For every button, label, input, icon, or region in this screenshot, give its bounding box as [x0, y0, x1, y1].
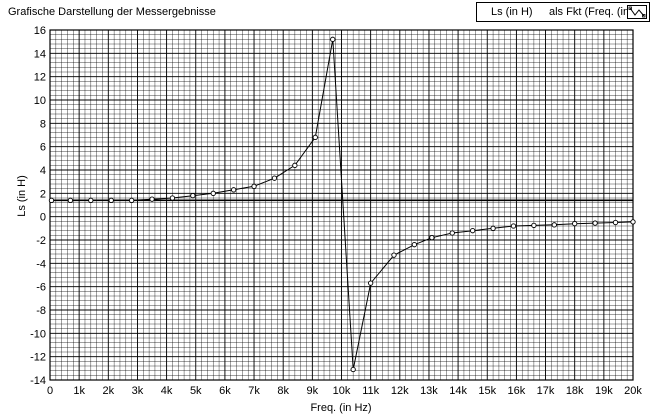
data-point[interactable] [210, 190, 216, 196]
data-point[interactable] [330, 36, 336, 42]
x-tick-label: 2k [102, 385, 114, 397]
y-tick-label: 14 [34, 48, 46, 60]
y-tick-label: 0 [40, 212, 46, 224]
data-point[interactable] [551, 222, 557, 228]
data-point[interactable] [592, 220, 598, 226]
y-tick-label: 6 [40, 142, 46, 154]
x-tick-label: 6k [219, 385, 231, 397]
x-tick-label: 4k [161, 385, 173, 397]
legend[interactable]: Ls (in H) als Fkt (Freq. (in [476, 2, 650, 22]
x-tick-label: 0 [47, 385, 53, 397]
x-axis-label: Freq. (in Hz) [310, 402, 372, 414]
data-point[interactable] [350, 366, 356, 373]
data-point[interactable] [67, 197, 74, 203]
x-tick-label: 8k [277, 385, 289, 397]
data-point[interactable] [470, 228, 476, 234]
data-point[interactable] [88, 197, 94, 203]
x-tick-label: 15k [478, 385, 496, 397]
data-point[interactable] [271, 175, 278, 181]
x-tick-label: 9k [307, 385, 319, 397]
data-point[interactable] [630, 219, 636, 225]
chart-title: Grafische Darstellung der Messergebnisse [8, 6, 216, 18]
x-tick-label: 1k [73, 385, 85, 397]
data-point[interactable] [510, 223, 517, 229]
data-point[interactable] [411, 242, 418, 248]
data-point[interactable] [230, 187, 237, 193]
data-point[interactable] [391, 252, 397, 258]
x-tick-label: 3k [132, 385, 144, 397]
series-line [51, 39, 634, 370]
data-point[interactable] [149, 196, 155, 202]
data-point[interactable] [612, 219, 619, 226]
x-tick-label: 7k [248, 385, 260, 397]
y-tick-label: -12 [30, 352, 46, 364]
data-point[interactable] [429, 235, 435, 241]
y-tick-label: 10 [34, 95, 46, 107]
x-tick-label: 12k [391, 385, 409, 397]
y-tick-label: -14 [30, 375, 46, 387]
data-point[interactable] [128, 197, 135, 203]
y-tick-label: 4 [40, 165, 46, 177]
y-axis-label: Ls (in H) [16, 175, 28, 217]
legend-series-label: Ls (in H) [491, 6, 533, 18]
data-point[interactable] [312, 134, 318, 140]
data-point[interactable] [108, 197, 114, 203]
plot-frame [49, 29, 634, 381]
x-tick-label: 18k [566, 385, 584, 397]
x-tick-label: 10k [333, 385, 351, 397]
y-tick-label: 2 [40, 188, 46, 200]
x-tick-label: 13k [420, 385, 438, 397]
x-tick-label: 16k [508, 385, 526, 397]
data-point[interactable] [490, 225, 496, 231]
x-tick-label: 19k [595, 385, 613, 397]
x-tick-label: 11k [362, 385, 379, 397]
data-point[interactable] [48, 197, 55, 203]
y-tick-label: -8 [36, 305, 46, 317]
x-tick-label: 5k [190, 385, 202, 397]
data-point[interactable] [449, 230, 455, 236]
y-tick-label: 12 [34, 72, 46, 84]
y-tick-label: 16 [34, 25, 46, 37]
y-tick-label: 8 [40, 118, 46, 130]
y-tick-label: -4 [36, 258, 46, 270]
y-tick-label: -2 [36, 235, 46, 247]
x-tick-label: 17k [537, 385, 555, 397]
x-tick-label: 20k [624, 385, 642, 397]
data-point[interactable] [367, 280, 374, 286]
data-point[interactable] [572, 221, 578, 227]
line-with-markers-icon[interactable] [627, 5, 647, 19]
data-point[interactable] [190, 193, 196, 199]
data-point[interactable] [292, 162, 298, 168]
data-point[interactable] [251, 183, 257, 189]
y-tick-label: -10 [30, 328, 46, 340]
data-point[interactable] [169, 195, 176, 201]
data-point[interactable] [531, 222, 537, 229]
legend-function-label: als Fkt (Freq. (in [549, 6, 630, 18]
x-tick-label: 14k [449, 385, 467, 397]
y-tick-label: -6 [36, 282, 46, 294]
